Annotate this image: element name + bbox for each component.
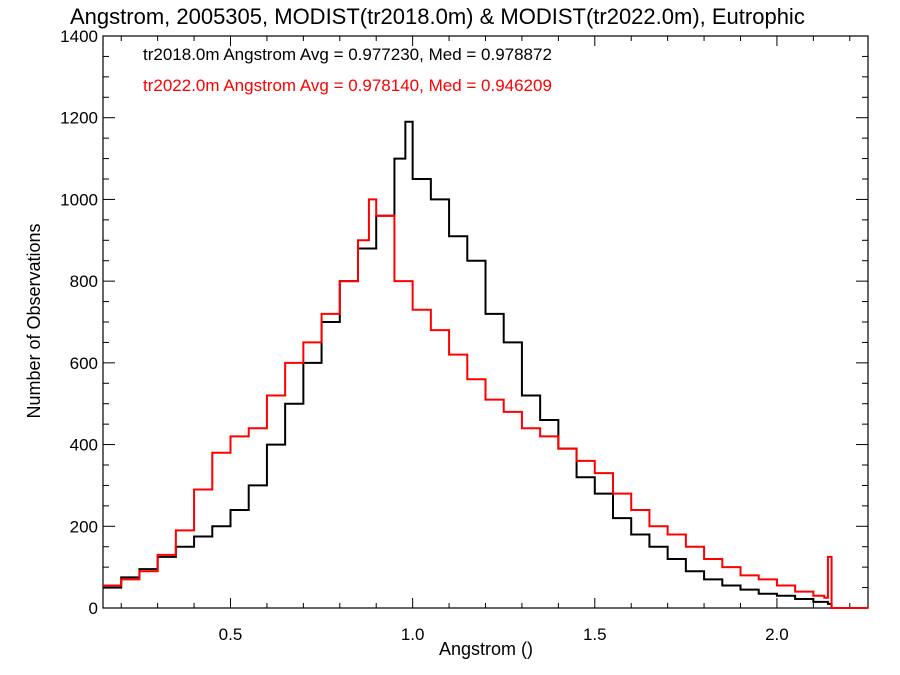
annotation-tr2022: tr2022.0m Angstrom Avg = 0.978140, Med =…: [143, 76, 552, 95]
y-tick-label: 600: [70, 354, 98, 373]
x-tick-label: 1.5: [583, 625, 607, 644]
y-tick-label: 400: [70, 436, 98, 455]
series-line-2: [103, 198, 868, 609]
y-tick-label: 200: [70, 517, 98, 536]
y-tick-label: 1200: [60, 109, 98, 128]
y-axis-label: Number of Observations: [24, 223, 44, 418]
x-tick-label: 2.0: [765, 625, 789, 644]
y-tick-label: 1400: [60, 27, 98, 46]
x-axis-label: Angstrom (): [439, 639, 533, 659]
y-tick-label: 0: [89, 599, 98, 618]
y-tick-label: 1000: [60, 190, 98, 209]
series-line-1: [103, 120, 868, 609]
x-tick-label: 0.5: [219, 625, 243, 644]
chart-title: Angstrom, 2005305, MODIST(tr2018.0m) & M…: [70, 4, 805, 29]
y-tick-label: 800: [70, 272, 98, 291]
annotation-tr2018: tr2018.0m Angstrom Avg = 0.977230, Med =…: [143, 45, 552, 64]
x-tick-label: 1.0: [401, 625, 425, 644]
plot-frame: [102, 35, 869, 609]
